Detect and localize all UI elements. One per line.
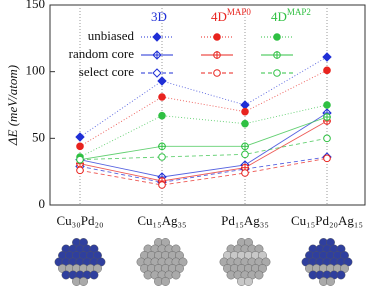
marker <box>152 32 162 42</box>
atom <box>326 277 335 286</box>
x-tick-label: Pd₁₅Ag₃₅ <box>221 213 269 228</box>
marker <box>158 111 166 120</box>
legend-header: 4DMAP2 <box>271 7 311 24</box>
legend-name: 3D <box>151 9 167 24</box>
x-tick-label: Cu₁₅Pd₂₀Ag₁₅ <box>291 213 363 228</box>
atom <box>254 270 264 280</box>
series-line <box>79 116 328 161</box>
y-tick-label: 50 <box>32 129 45 144</box>
cluster-image <box>301 238 353 286</box>
x-tick-label: Cu₁₅Ag₃₅ <box>137 213 186 228</box>
y-tick-label: 0 <box>39 196 46 211</box>
legend-superscript: MAP2 <box>287 7 311 17</box>
series-line <box>79 104 328 158</box>
atom <box>79 277 88 286</box>
marker <box>213 69 221 77</box>
series-line <box>79 156 328 183</box>
marker <box>158 153 166 161</box>
marker <box>241 119 249 128</box>
legend-name: 4D <box>271 9 287 24</box>
legend-header: 3D <box>151 9 167 24</box>
atom <box>336 270 346 280</box>
marker <box>241 169 249 177</box>
legend-name: 4D <box>211 9 227 24</box>
atom <box>161 277 170 286</box>
marker <box>152 68 162 78</box>
marker <box>273 69 281 77</box>
marker <box>241 107 249 116</box>
y-tick-label: 100 <box>26 63 46 78</box>
series-line <box>79 69 328 147</box>
legend-superscript: MAP0 <box>227 7 252 17</box>
cluster-image <box>136 238 188 286</box>
marker <box>76 142 84 151</box>
series-line <box>79 120 328 182</box>
cluster-image <box>54 238 106 286</box>
marker <box>158 181 166 189</box>
marker <box>240 100 250 110</box>
marker <box>213 33 221 41</box>
legend-label: select core <box>79 64 134 79</box>
marker <box>323 134 331 143</box>
marker <box>323 101 331 109</box>
legend-header: 4DMAP0 <box>211 7 251 24</box>
legend-label: random core <box>69 46 135 61</box>
marker <box>241 150 249 159</box>
legend-label: unbiased <box>88 28 135 43</box>
marker <box>75 132 85 142</box>
marker <box>322 52 332 62</box>
marker <box>76 155 84 164</box>
plot-frame <box>49 4 366 206</box>
marker <box>76 166 84 175</box>
atom <box>89 270 99 280</box>
x-tick-label: Cu₃₀Pd₂₀ <box>56 213 103 228</box>
marker <box>323 154 331 163</box>
cluster-image <box>219 238 271 286</box>
atom <box>244 277 253 286</box>
marker <box>157 76 167 86</box>
atom <box>171 270 181 280</box>
y-tick-label: 150 <box>26 0 46 11</box>
series-line <box>79 137 328 161</box>
y-axis-label: ΔE (meV/atom) <box>5 65 20 146</box>
marker <box>273 33 281 41</box>
marker <box>323 66 331 75</box>
series-line <box>79 112 328 178</box>
marker <box>158 93 166 101</box>
